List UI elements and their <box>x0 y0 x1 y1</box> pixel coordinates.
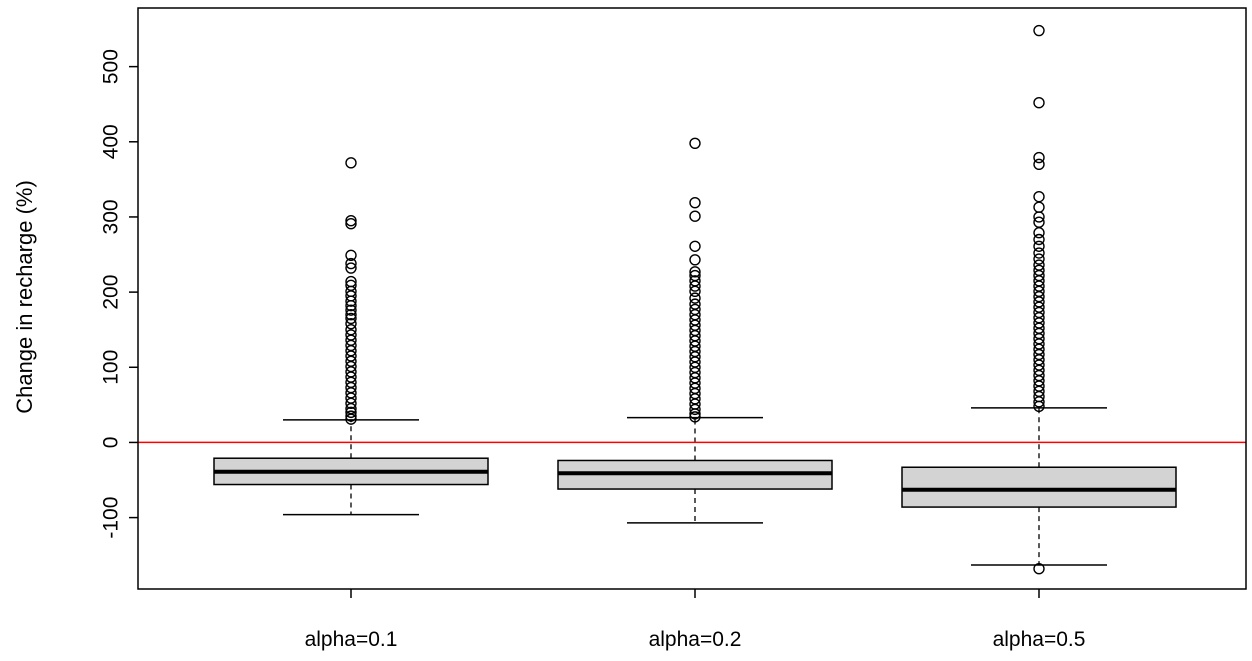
outlier-point <box>345 410 357 422</box>
outlier-point <box>689 137 701 149</box>
outlier-point <box>345 257 357 270</box>
outlier-point <box>689 411 701 423</box>
outlier-point <box>345 317 357 330</box>
outlier-point <box>689 285 701 298</box>
outlier-point <box>1033 240 1045 252</box>
plot-frame <box>137 7 1247 590</box>
outlier-point <box>689 266 701 278</box>
y-tick-label: 0 <box>99 437 122 449</box>
y-tick-label: 500 <box>99 49 122 84</box>
outlier-point <box>345 262 357 274</box>
y-tick-label: 100 <box>99 350 122 385</box>
outlier-point <box>1033 151 1045 164</box>
outlier-point <box>1033 158 1045 171</box>
y-axis-label: Change in recharge (%) <box>12 180 37 414</box>
outlier-point <box>1033 396 1045 408</box>
outlier-point <box>345 406 357 419</box>
outlier-point <box>689 210 701 222</box>
outlier-point <box>1033 563 1045 575</box>
outlier-point <box>1033 97 1045 109</box>
outlier-point <box>689 280 701 292</box>
x-tick-label: alpha=0.5 <box>993 628 1086 651</box>
outlier-point <box>1033 24 1045 37</box>
outlier-point <box>689 240 701 252</box>
outlier-point <box>689 403 701 416</box>
x-tick-label: alpha=0.2 <box>649 628 742 651</box>
outlier-point <box>689 254 701 266</box>
outlier-point <box>345 218 357 230</box>
outlier-point <box>345 308 357 321</box>
outlier-point <box>345 397 357 410</box>
y-tick-label: 300 <box>99 199 122 234</box>
outlier-point <box>345 413 357 425</box>
outlier-point <box>1033 247 1045 259</box>
outlier-point <box>689 196 701 209</box>
outlier-point <box>345 295 357 307</box>
outlier-point <box>345 249 357 261</box>
x-tick-label: alpha=0.1 <box>305 628 398 651</box>
outlier-point <box>1033 227 1045 239</box>
outlier-point <box>689 408 701 420</box>
plot-layer: -100 0 100 200 300 400 500 alpha=0.1 alpha=0.2 al… <box>99 24 1246 651</box>
outlier-point <box>1033 211 1045 223</box>
outlier-point <box>1033 253 1045 265</box>
outlier-point <box>345 304 357 316</box>
y-tick-label: 200 <box>99 275 122 310</box>
outlier-point <box>345 299 357 312</box>
outlier-point <box>1033 400 1045 413</box>
outlier-point <box>689 292 701 304</box>
outlier-point <box>345 215 357 227</box>
y-tick-label: 400 <box>99 124 122 159</box>
outlier-point <box>345 157 357 169</box>
outlier-point <box>1033 233 1045 246</box>
y-tick-label: -100 <box>99 497 122 539</box>
outlier-point <box>345 312 357 325</box>
box-iqr <box>901 466 1177 508</box>
